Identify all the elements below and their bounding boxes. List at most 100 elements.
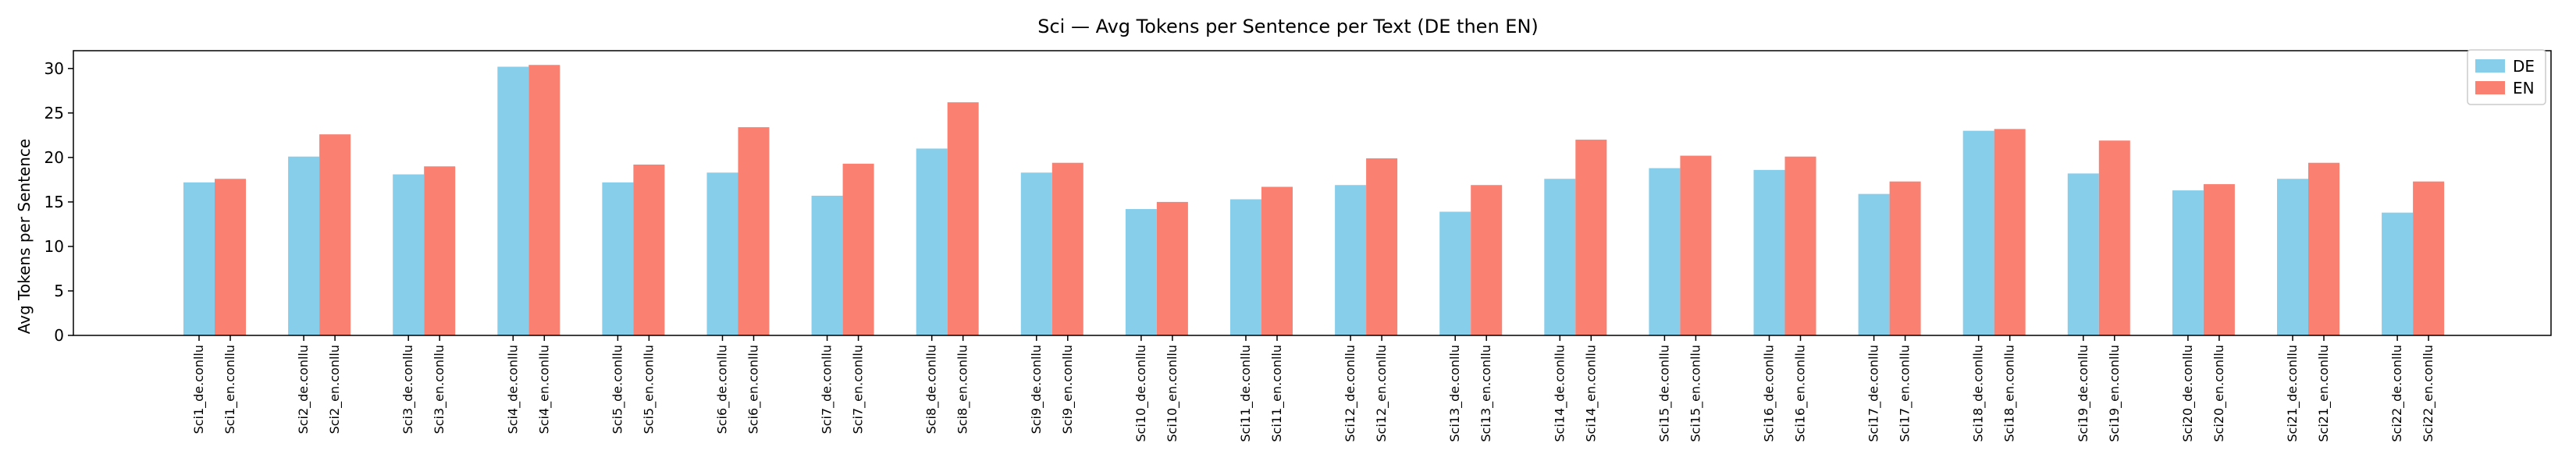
x-tick-label: Sci12_de.conllu [1343,345,1358,442]
bar-de-sci18 [1962,130,1994,335]
x-tick-label: Sci15_en.conllu [1688,345,1703,442]
x-tick-label: Sci16_de.conllu [1762,345,1777,442]
plot-area: Sci1_de.conllu Sci2_de.conllu Sci3_de.conl… [44,50,2552,442]
x-tick-label: Sci22_en.conllu [2421,345,2436,442]
legend-label-de: DE [2513,57,2535,76]
x-tick-label: Sci1_en.conllu [222,345,238,434]
x-tick-label: Sci15_de.conllu [1656,345,1672,442]
bar-de-sci21 [2277,179,2308,335]
y-axis-label: Avg Tokens per Sentence [15,139,34,334]
x-tick-label: Sci19_de.conllu [2076,345,2091,442]
bar-de-sci3 [393,174,425,335]
x-tick-label: Sci14_de.conllu [1552,345,1567,442]
bar-en-sci13 [1471,185,1503,335]
x-tick-label: Sci9_de.conllu [1029,345,1044,434]
y-tick-label: 30 [44,59,64,78]
x-tick-label: Sci7_de.conllu [820,345,835,434]
bar-de-sci6 [706,172,738,335]
bar-en-sci15 [1680,155,1712,335]
bar-de-sci8 [916,148,948,335]
x-tick-label: Sci1_de.conllu [191,345,207,434]
axes-frame [73,50,2552,336]
bar-de-sci19 [2067,173,2099,335]
x-tick-label: Sci17_de.conllu [1866,345,1882,442]
x-tick-label: Sci20_en.conllu [2211,345,2227,442]
y-tick-label: 20 [44,148,64,167]
x-tick-label: Sci3_de.conllu [400,345,416,434]
x-tick-label: Sci9_en.conllu [1060,345,1076,434]
x-tick-label: Sci8_de.conllu [924,345,940,434]
bar-en-sci9 [1051,162,1083,335]
y-tick-label: 15 [44,193,64,211]
bar-en-sci4 [528,65,560,335]
bar-en-sci3 [424,166,456,335]
bar-de-sci13 [1439,211,1471,335]
y-tick-label: 25 [44,104,64,122]
bar-de-sci2 [288,156,320,335]
x-tick-label: Sci6_en.conllu [746,345,762,434]
x-tick-label: Sci2_de.conllu [296,345,311,434]
legend-swatch-en [2475,81,2505,94]
x-tick-label: Sci11_de.conllu [1238,345,1254,442]
x-tick-label: Sci14_en.conllu [1583,345,1599,442]
bar-de-sci15 [1649,168,1681,335]
x-tick-label: Sci18_en.conllu [2002,345,2018,442]
x-tick-label: Sci8_en.conllu [955,345,971,434]
bar-de-sci9 [1020,172,1052,335]
bar-en-sci20 [2203,184,2235,335]
bar-en-sci12 [1366,158,1398,335]
bar-de-sci7 [811,195,843,335]
bar-en-sci8 [947,102,979,335]
y-tick-label: 10 [44,237,64,256]
bar-en-sci2 [319,134,351,335]
x-tick-label: Sci17_en.conllu [1898,345,1913,442]
bar-en-sci22 [2413,181,2445,335]
bar-de-sci17 [1858,193,1890,335]
bar-en-sci5 [633,165,665,335]
bar-de-sci22 [2382,212,2414,335]
x-tick-label: Sci2_en.conllu [327,345,343,434]
bar-de-sci1 [183,182,215,335]
x-tick-label: Sci12_en.conllu [1374,345,1389,442]
x-tick-label: Sci19_en.conllu [2107,345,2122,442]
x-tick-label: Sci21_en.conllu [2316,345,2332,442]
bar-en-sci21 [2308,162,2339,335]
x-tick-label: Sci4_de.conllu [505,345,521,434]
x-tick-label: Sci18_de.conllu [1971,345,1987,442]
x-tick-label: Sci20_de.conllu [2180,345,2196,442]
bar-de-sci11 [1230,199,1261,335]
bar-en-sci1 [215,179,246,335]
bar-en-sci7 [842,163,874,335]
x-tick-label: Sci3_en.conllu [432,345,447,434]
bar-de-sci10 [1125,209,1157,335]
x-tick-label: Sci13_de.conllu [1447,345,1463,442]
bar-de-sci4 [497,66,529,335]
bar-en-sci10 [1156,201,1188,335]
bar-en-sci17 [1889,181,1921,335]
x-tick-label: Sci16_en.conllu [1793,345,1809,442]
y-tick-label: 0 [54,326,64,345]
x-tick-label: Sci22_de.conllu [2389,345,2405,442]
bar-de-sci12 [1335,185,1367,335]
bar-en-sci14 [1575,140,1607,335]
y-tick-label: 5 [54,282,64,300]
legend-swatch-de [2475,59,2505,73]
bar-de-sci20 [2172,190,2204,335]
x-tick-label: Sci13_en.conllu [1478,345,1494,442]
x-tick-label: Sci10_en.conllu [1165,345,1180,442]
x-tick-label: Sci7_en.conllu [851,345,866,434]
bar-en-sci16 [1784,156,1816,335]
x-tick-label: Sci6_de.conllu [715,345,731,434]
legend-label-en: EN [2513,79,2535,98]
bar-de-sci16 [1753,169,1785,335]
bar-en-sci11 [1261,186,1293,335]
legend: DE EN [2467,49,2546,105]
bar-en-sci6 [738,127,770,335]
chart-title: Sci — Avg Tokens per Sentence per Text (… [1037,16,1539,37]
bar-de-sci5 [602,182,634,335]
bar-en-sci19 [2098,140,2130,335]
bar-de-sci14 [1544,179,1576,335]
x-tick-label: Sci21_de.conllu [2285,345,2300,442]
x-tick-label: Sci4_en.conllu [536,345,552,434]
